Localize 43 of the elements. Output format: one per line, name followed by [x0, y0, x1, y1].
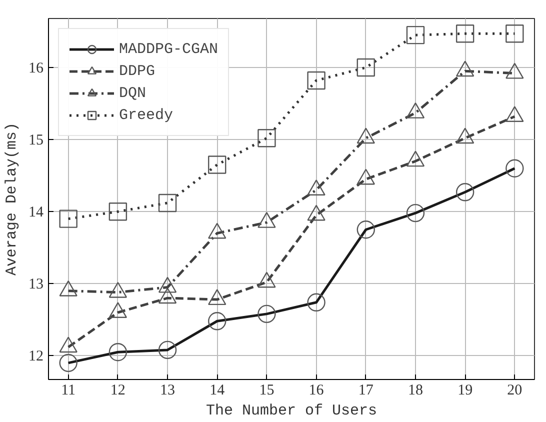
y-tick-label: 15: [28, 132, 44, 149]
x-tick-label: 14: [210, 382, 226, 398]
point: [356, 168, 375, 185]
point: [258, 129, 276, 148]
y-tick-label: 14: [28, 204, 44, 221]
point: [456, 24, 474, 43]
x-tick-label: 16: [308, 382, 324, 398]
point: [406, 26, 425, 44]
x-tick-label: 11: [61, 382, 76, 398]
x-tick-label: 17: [358, 382, 374, 398]
point: [59, 336, 78, 353]
point: [59, 280, 78, 296]
x-tick-label: 15: [259, 382, 274, 398]
y-axis-title: Average Delay(ms): [4, 122, 20, 276]
point: [356, 58, 375, 77]
x-tick-label: 19: [458, 382, 473, 398]
point: [208, 289, 226, 306]
x-axis-title: The Number of Users: [206, 402, 378, 420]
point: [158, 276, 177, 293]
point: [208, 156, 226, 174]
legend-label: Greedy: [119, 106, 174, 124]
x-tick-label: 18: [408, 382, 423, 398]
point: [307, 204, 326, 221]
point: [307, 71, 326, 90]
point: [258, 272, 276, 288]
point: [208, 222, 226, 239]
y-tick-label: 13: [28, 276, 44, 293]
legend-label: DQN: [119, 84, 146, 102]
y-tick-label: 12: [28, 348, 44, 365]
point: [108, 282, 128, 298]
legend-label: MADDPG-CGAN: [119, 40, 218, 58]
point: [108, 302, 128, 318]
point: [307, 180, 326, 196]
x-tick-label: 12: [110, 382, 126, 398]
x-tick-label: 20: [507, 382, 522, 398]
y-tick-label: 16: [28, 60, 44, 76]
point: [158, 194, 177, 212]
point: [59, 210, 78, 228]
legend-label: DDPG: [119, 62, 156, 80]
point: [506, 24, 524, 43]
point: [258, 212, 276, 228]
x-tick-label: 13: [160, 382, 176, 398]
point: [158, 288, 177, 304]
